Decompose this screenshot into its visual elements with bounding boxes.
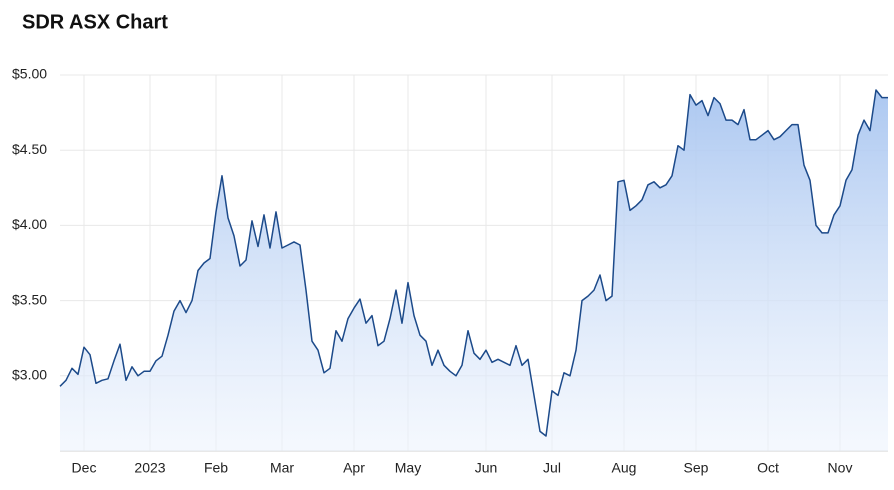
x-tick-label: May bbox=[395, 460, 421, 476]
x-tick-label: Jul bbox=[543, 460, 561, 476]
x-tick-label: Feb bbox=[204, 460, 228, 476]
y-tick-label: $3.00 bbox=[12, 367, 47, 383]
x-tick-label: Oct bbox=[757, 460, 779, 476]
x-tick-label: Sep bbox=[684, 460, 709, 476]
x-tick-label: Apr bbox=[343, 460, 365, 476]
x-tick-label: Dec bbox=[72, 460, 97, 476]
x-tick-label: Aug bbox=[612, 460, 637, 476]
price-line bbox=[59, 89, 888, 437]
y-tick-label: $3.50 bbox=[12, 291, 47, 307]
y-tick-label: $4.00 bbox=[12, 216, 47, 232]
y-tick-label: $5.00 bbox=[12, 66, 47, 82]
area-fill bbox=[60, 90, 888, 451]
x-tick-label: Nov bbox=[828, 460, 853, 476]
chart-title: SDR ASX Chart bbox=[22, 11, 168, 33]
y-tick-label: $4.50 bbox=[12, 141, 47, 157]
x-tick-label: Mar bbox=[270, 460, 294, 476]
x-tick-label: Jun bbox=[475, 460, 498, 476]
x-tick-label: 2023 bbox=[134, 460, 165, 476]
